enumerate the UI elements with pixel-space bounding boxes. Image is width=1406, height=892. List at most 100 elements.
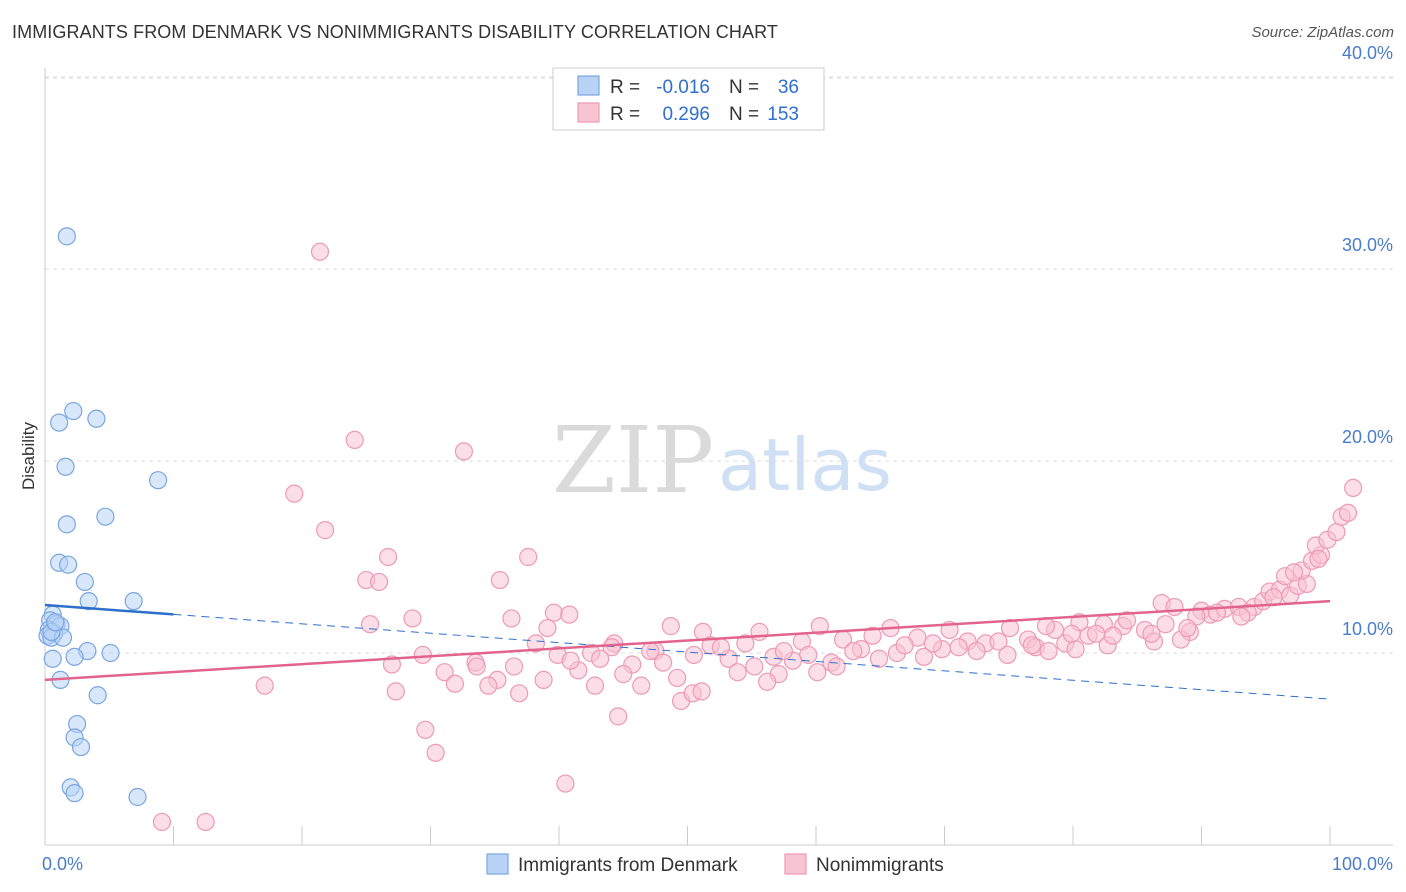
nonimmigrants-point-124: [1327, 522, 1346, 542]
nonimmigrants-point-80: [445, 674, 465, 693]
denmark-point-25: [65, 647, 84, 666]
nonimmigrants-point-8: [370, 572, 389, 592]
nonimmigrants-point-11: [560, 605, 579, 624]
nonimmigrants-point-2: [454, 442, 474, 461]
nonimmigrants-point-43: [684, 645, 704, 665]
denmark-point-12: [124, 592, 143, 611]
nonimmigrants-point-65: [745, 657, 764, 676]
nonimmigrants-point-10: [544, 603, 563, 622]
nonimmigrants-point-138: [923, 634, 943, 653]
nonimmigrants-point-127: [1344, 478, 1363, 497]
denmark-point-30: [71, 737, 91, 757]
nonimmigrants-trend: [44, 599, 1331, 682]
nonimmigrants-point-123: [1309, 549, 1328, 569]
x-tick-label-0: 0.0%: [42, 854, 83, 874]
denmark-point-10: [75, 572, 94, 592]
denmark-point-7: [96, 507, 115, 526]
nonimmigrants-point-91: [426, 743, 445, 762]
nonimmigrants-point-9: [490, 570, 509, 590]
nonimmigrants-point-88: [758, 672, 777, 691]
nonimmigrants-point-148: [561, 651, 580, 670]
nonimmigrants-point-135: [1022, 636, 1041, 655]
chart-title: IMMIGRANTS FROM DENMARK VS NONIMMIGRANTS…: [12, 22, 778, 42]
y-axis-title: Disability: [19, 421, 38, 490]
y-tick-label-2: 30.0%: [1342, 235, 1393, 255]
denmark-point-5: [148, 471, 168, 490]
nonimmigrants-point-78: [255, 676, 274, 695]
denmark-point-1: [64, 401, 83, 421]
nonimmigrants-point-33: [863, 626, 882, 645]
legend-r-value-1: -0.016: [656, 77, 710, 98]
nonimmigrants-point-142: [827, 657, 846, 676]
denmark-point-35: [46, 613, 65, 632]
denmark-point-27: [88, 686, 107, 705]
watermark: ZIP atlas: [552, 407, 892, 514]
series-legend-swatch-blue: [486, 853, 509, 875]
nonimmigrants-point-13: [502, 609, 521, 628]
nonimmigrants-point-77: [668, 668, 687, 688]
nonimmigrants-point-129: [1232, 607, 1251, 626]
legend-n-label-2: N =: [729, 104, 759, 125]
series-legend-label-denmark: Immigrants from Denmark: [518, 855, 738, 876]
denmark-point-24: [43, 649, 62, 668]
nonimmigrants-point-57: [413, 645, 432, 665]
legend-n-value-1: 36: [778, 77, 799, 98]
nonimmigrants-point-15: [661, 617, 680, 636]
legend-swatch-blue: [577, 75, 600, 96]
nonimmigrants-point-89: [467, 657, 486, 676]
nonimmigrants-point-63: [653, 653, 673, 672]
series-legend: Immigrants from Denmark Nonimmigrants: [486, 853, 944, 876]
grid-lines: [45, 76, 1393, 654]
nonimmigrants-point-42: [602, 638, 621, 657]
stats-legend: R = -0.016 N = 36 R = 0.296 N = 153: [552, 67, 825, 131]
denmark-trend-solid: [44, 603, 174, 616]
nonimmigrants-point-83: [585, 676, 605, 695]
nonimmigrants-point-97: [1165, 597, 1184, 617]
nonimmigrants-point-122: [1284, 563, 1304, 582]
nonimmigrants-point-50: [967, 641, 986, 661]
denmark-point-33: [128, 787, 147, 807]
nonimmigrants-point-134: [1062, 624, 1081, 643]
nonimmigrants-point-25: [1156, 615, 1175, 634]
nonimmigrants-point-1: [345, 430, 364, 449]
nonimmigrants-point-71: [1039, 641, 1058, 661]
nonimmigrants-point-5: [378, 547, 398, 567]
nonimmigrants-point-136: [989, 632, 1008, 651]
nonimmigrants-point-137: [949, 638, 968, 657]
axes: [44, 68, 1393, 846]
nonimmigrants-point-131: [1142, 624, 1161, 643]
nonimmigrants-point-12: [403, 609, 422, 628]
nonimmigrants-point-76: [614, 665, 633, 684]
nonimmigrants-point-81: [479, 676, 498, 695]
denmark-point-2: [50, 413, 69, 432]
denmark-point-3: [87, 409, 106, 428]
nonimmigrants-point-145: [711, 638, 731, 657]
immigrants-denmark-points: [38, 227, 168, 807]
nonimmigrants-point-106: [1117, 611, 1137, 630]
nonimmigrants-point-26: [526, 634, 545, 653]
nonimmigrants-point-79: [386, 682, 405, 701]
denmark-point-9: [59, 555, 78, 574]
nonimmigrants-point-126: [1338, 503, 1358, 522]
nonimmigrants-point-87: [692, 682, 711, 701]
nonimmigrants-point-82: [510, 684, 529, 703]
tick-labels: 10.0% 20.0% 30.0% 40.0% 0.0% 100.0%: [42, 43, 1393, 874]
nonimmigrants-point-4: [316, 521, 335, 540]
nonimmigrants-point-146: [641, 641, 660, 661]
nonimmigrants-point-90: [416, 720, 435, 739]
denmark-point-32: [65, 784, 84, 803]
nonimmigrants-point-30: [736, 634, 755, 653]
nonimmigrants-point-133: [1087, 624, 1106, 643]
nonimmigrants-point-59: [504, 657, 524, 676]
legend-r-label-1: R =: [610, 77, 640, 98]
nonimmigrants-point-64: [728, 663, 747, 682]
series-legend-label-nonimmigrants: Nonimmigrants: [816, 855, 944, 876]
nonimmigrants-point-17: [538, 618, 557, 638]
nonimmigrants-point-92: [609, 707, 628, 726]
nonimmigrants-points: [152, 242, 1363, 832]
nonimmigrants-point-56: [382, 655, 402, 674]
nonimmigrants-point-69: [914, 647, 934, 666]
denmark-point-0: [57, 227, 76, 246]
legend-n-value-2: 153: [767, 104, 799, 125]
